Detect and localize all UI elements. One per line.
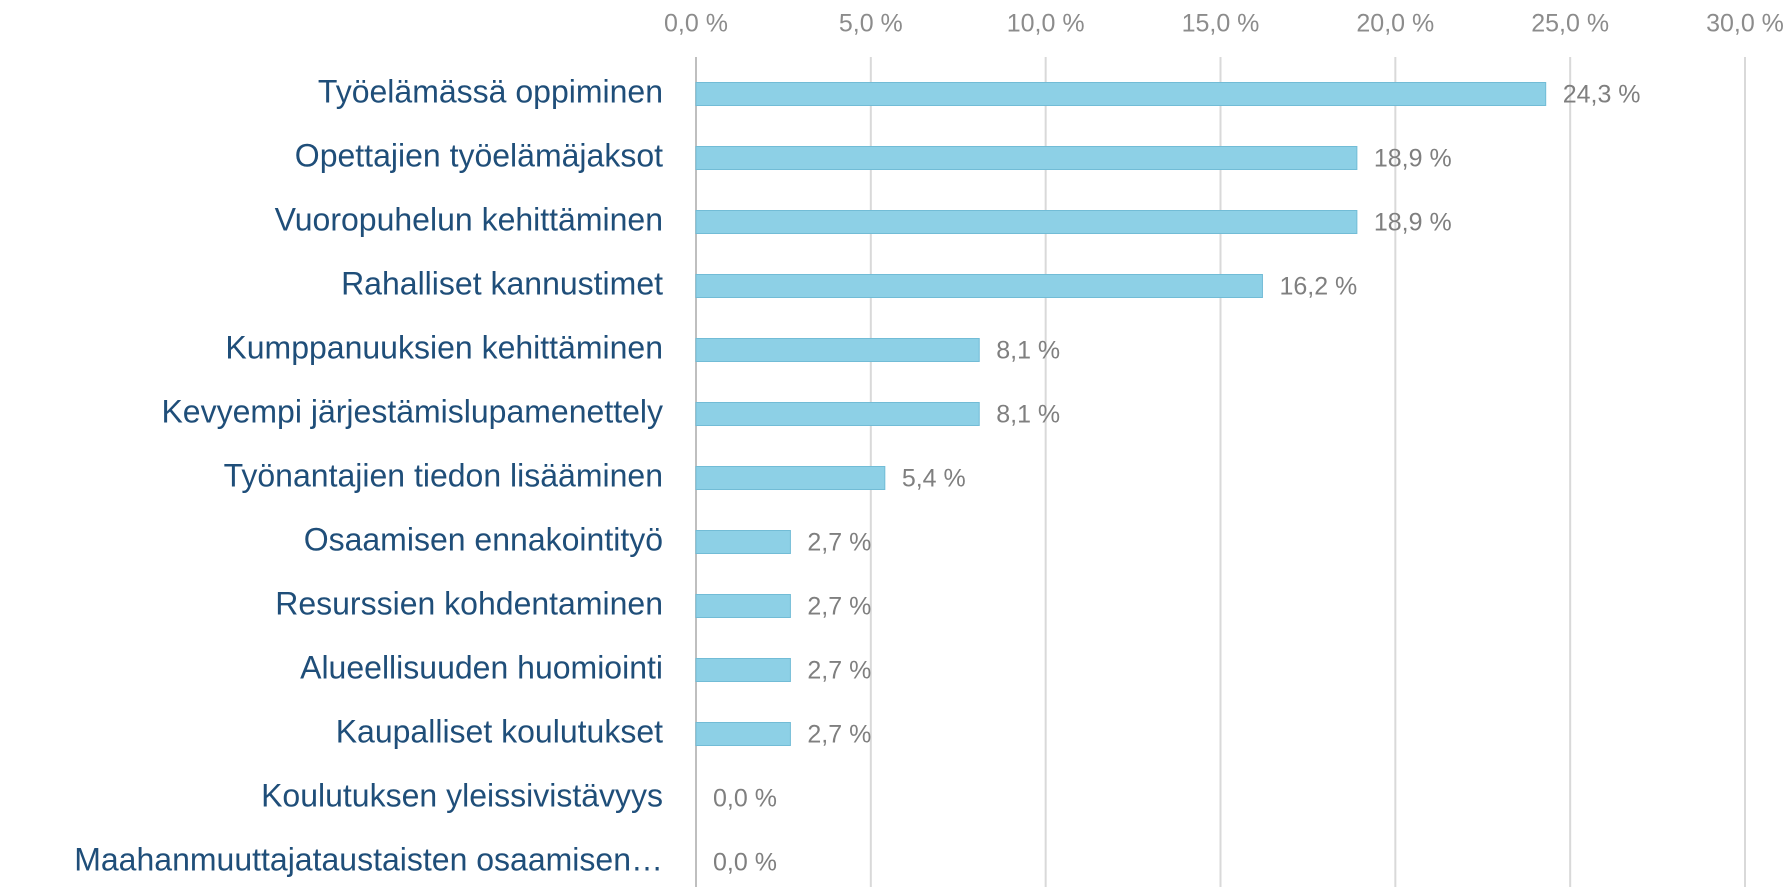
value-label: 2,7 % <box>807 657 871 685</box>
bar <box>695 402 980 426</box>
value-label: 8,1 % <box>996 401 1060 429</box>
y-tick-label: Osaamisen ennakointityö <box>304 521 663 557</box>
bar <box>695 722 791 746</box>
y-tick-label: Vuoropuhelun kehittäminen <box>275 201 663 237</box>
value-label: 8,1 % <box>996 337 1060 365</box>
x-tick-label: 30,0 % <box>1706 10 1784 38</box>
value-label: 0,0 % <box>713 849 777 877</box>
value-label: 18,9 % <box>1374 209 1452 237</box>
bar <box>695 658 791 682</box>
value-label: 0,0 % <box>713 785 777 813</box>
bar <box>695 338 980 362</box>
x-tick-label: 15,0 % <box>1182 10 1260 38</box>
value-label: 5,4 % <box>902 465 966 493</box>
value-label: 16,2 % <box>1279 273 1357 301</box>
y-tick-label: Kumppanuuksien kehittäminen <box>225 329 663 365</box>
value-label: 2,7 % <box>807 593 871 621</box>
bar <box>695 82 1547 106</box>
y-tick-label: Koulutuksen yleissivistävyys <box>261 777 663 813</box>
bar <box>695 594 791 618</box>
bar <box>695 146 1358 170</box>
y-tick-label: Resurssien kohdentaminen <box>275 585 663 621</box>
y-tick-label: Työnantajien tiedon lisääminen <box>224 457 663 493</box>
bar <box>695 210 1358 234</box>
y-tick-label: Alueellisuuden huomiointi <box>300 649 663 685</box>
value-label: 24,3 % <box>1563 81 1641 109</box>
x-tick-label: 20,0 % <box>1356 10 1434 38</box>
bar <box>695 274 1263 298</box>
bar <box>695 530 791 554</box>
value-label: 2,7 % <box>807 721 871 749</box>
y-tick-label: Kevyempi järjestämislupamenettely <box>161 393 663 429</box>
x-tick-label: 10,0 % <box>1007 10 1085 38</box>
value-label: 2,7 % <box>807 529 871 557</box>
bar <box>695 466 886 490</box>
y-tick-label: Rahalliset kannustimet <box>341 265 663 301</box>
y-tick-label: Maahanmuuttajataustaisten osaamisen… <box>74 841 663 877</box>
x-tick-label: 25,0 % <box>1531 10 1609 38</box>
x-tick-label: 0,0 % <box>664 10 728 38</box>
y-tick-label: Kaupalliset koulutukset <box>336 713 663 749</box>
value-label: 18,9 % <box>1374 145 1452 173</box>
y-tick-label: Opettajien työelämäjaksot <box>295 137 663 173</box>
x-tick-label: 5,0 % <box>839 10 903 38</box>
y-tick-label: Työelämässä oppiminen <box>318 73 663 109</box>
